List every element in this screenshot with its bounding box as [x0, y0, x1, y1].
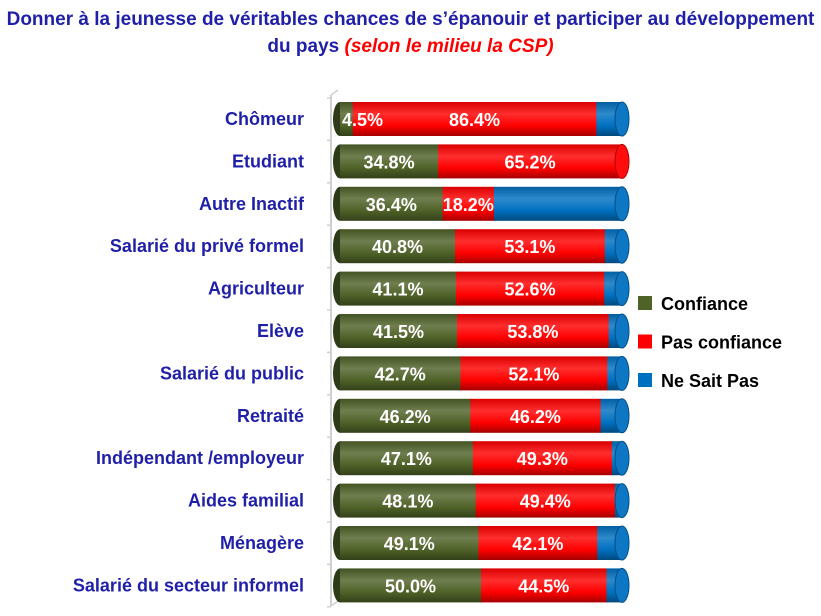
- data-label-confiance: 48.1%: [382, 492, 433, 512]
- data-label-confiance: 40.8%: [372, 237, 423, 257]
- bar-segment-confiance: [340, 186, 443, 221]
- bar-row: 46.2% 46.2%: [333, 398, 630, 434]
- bar-segment-confiance: [340, 144, 439, 179]
- bar-row: 40.8% 53.1%: [333, 228, 630, 264]
- legend-swatch: [638, 296, 652, 310]
- bar-segment-pas-confiance: [455, 271, 605, 306]
- category-label: Salarié du secteur informel: [73, 575, 304, 595]
- data-label-pas-confiance: 52.6%: [505, 280, 556, 300]
- bar-segment-confiance: [340, 483, 476, 518]
- chart-title-main: Donner à la jeunesse de véritables chanc…: [6, 9, 815, 57]
- category-label: Indépendant /employeur: [96, 448, 304, 468]
- data-label-confiance: 41.1%: [372, 280, 423, 300]
- bar-segment-pas-confiance: [481, 568, 607, 603]
- chart-title-sub: (selon le milieu la CSP): [344, 36, 554, 57]
- data-label-pas-confiance: 65.2%: [505, 152, 556, 172]
- category-label: Agriculteur: [208, 279, 304, 299]
- bar-row: 41.1% 52.6%: [333, 271, 630, 307]
- legend-swatch: [638, 334, 652, 349]
- bar-segment-confiance: [340, 314, 458, 348]
- category-label: Salarié du public: [160, 363, 304, 383]
- data-label-pas-confiance: 52.1%: [508, 364, 559, 384]
- legend-item-pas-confiance: Pas confiance: [638, 333, 782, 353]
- bar-segment-pas-confiance: [457, 314, 609, 348]
- bar-row: 50.0% 44.5%: [333, 567, 630, 603]
- bar-segment-confiance: [340, 271, 456, 306]
- legend-label: Ne Sait Pas: [661, 371, 759, 391]
- data-label-confiance: 46.2%: [380, 407, 431, 427]
- category-label: Aides familial: [188, 491, 304, 511]
- legend-label: Confiance: [661, 294, 748, 314]
- bar-segment-pas-confiance: [352, 102, 597, 136]
- data-label-confiance: 47.1%: [381, 449, 432, 469]
- bar-row: 49.1% 42.1%: [333, 525, 630, 561]
- data-label-confiance: 50.0%: [385, 576, 436, 596]
- legend-item-ne-sait-pas: Ne Sait Pas: [638, 371, 759, 391]
- bar-segment-confiance: [340, 356, 461, 391]
- data-label-confiance: 34.8%: [364, 152, 415, 172]
- data-label-pas-confiance: 53.1%: [504, 237, 555, 257]
- data-label-pas-confiance: 46.2%: [510, 407, 561, 427]
- bar-segment-confiance: [340, 441, 473, 476]
- data-label-confiance: 4.5%: [342, 110, 383, 130]
- legend-swatch: [638, 373, 652, 387]
- bar-row: 42.7% 52.1%: [333, 355, 630, 391]
- data-label-pas-confiance: 53.8%: [507, 322, 558, 342]
- bar-segment-pas-confiance: [442, 186, 494, 221]
- category-label: Retraité: [237, 406, 304, 426]
- bar-row: 36.4% 18.2%: [333, 186, 630, 222]
- bar-segment-confiance: [340, 568, 481, 603]
- bar-segment-confiance: [340, 526, 479, 560]
- bar-row: 34.8% 65.2%: [333, 143, 630, 179]
- bar-row: 47.1% 49.3%: [333, 440, 630, 476]
- data-label-pas-confiance: 42.1%: [512, 534, 563, 554]
- data-label-pas-confiance: 18.2%: [443, 195, 494, 215]
- data-label-pas-confiance: 49.3%: [517, 449, 568, 469]
- bar-segment-confiance: [340, 229, 456, 264]
- data-label-confiance: 49.1%: [384, 534, 435, 554]
- bar-segment-pas-confiance: [472, 441, 612, 476]
- data-label-confiance: 36.4%: [366, 195, 417, 215]
- bar-row: 48.1% 49.4%: [333, 483, 630, 519]
- bar-segment-pas-confiance: [478, 526, 598, 560]
- bar-segment-pas-confiance: [475, 483, 615, 518]
- chart-title: Donner à la jeunesse de véritables chanc…: [0, 6, 821, 60]
- legend-item-confiance: Confiance: [638, 294, 748, 314]
- category-label: Chômeur: [225, 109, 304, 129]
- legend-label: Pas confiance: [661, 333, 782, 353]
- category-label: Salarié du privé formel: [110, 236, 304, 256]
- data-label-pas-confiance: 49.4%: [520, 492, 571, 512]
- bar-segment-pas-confiance: [455, 229, 605, 264]
- data-label-confiance: 41.5%: [373, 322, 424, 342]
- category-label: Etudiant: [232, 151, 304, 171]
- bar-segment-pas-confiance: [438, 144, 622, 179]
- bar-segment-confiance: [340, 398, 471, 433]
- bar-segment-pas-confiance: [460, 356, 608, 391]
- data-label-pas-confiance: 86.4%: [449, 110, 500, 130]
- data-label-confiance: 42.7%: [375, 364, 426, 384]
- bar-segment-pas-confiance: [470, 398, 601, 433]
- data-label-pas-confiance: 44.5%: [518, 576, 569, 596]
- bar-segment-ne-sait-pas: [493, 186, 622, 221]
- bar-row: 41.5% 53.8%: [333, 313, 630, 349]
- category-label: Ménagère: [220, 533, 304, 553]
- category-label: Elève: [257, 321, 304, 341]
- bar-row: 4.5% 86.4%: [333, 101, 630, 137]
- category-label: Autre Inactif: [199, 194, 305, 214]
